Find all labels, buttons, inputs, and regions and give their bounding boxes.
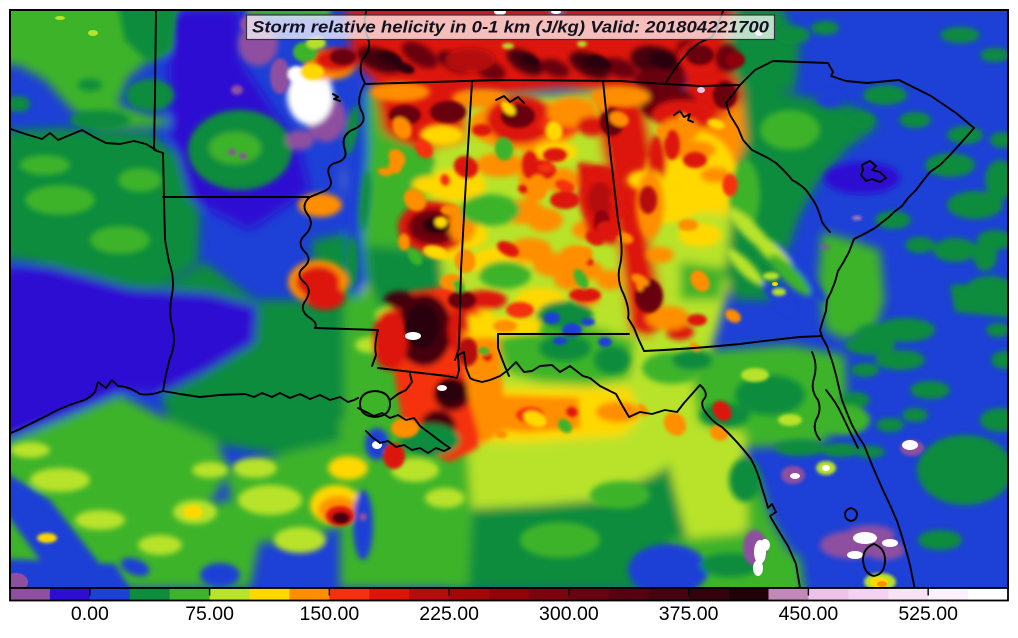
- svg-text:75.00: 75.00: [185, 603, 234, 625]
- svg-text:375.00: 375.00: [659, 603, 719, 625]
- svg-text:0.00: 0.00: [71, 603, 109, 625]
- svg-text:300.00: 300.00: [539, 603, 599, 625]
- svg-text:225.00: 225.00: [419, 603, 479, 625]
- svg-text:450.00: 450.00: [779, 603, 839, 625]
- svg-text:150.00: 150.00: [300, 603, 360, 625]
- svg-text:Storm relative helicity in 0-1: Storm relative helicity in 0-1 km (J/kg)…: [252, 18, 770, 37]
- svg-text:525.00: 525.00: [898, 603, 958, 625]
